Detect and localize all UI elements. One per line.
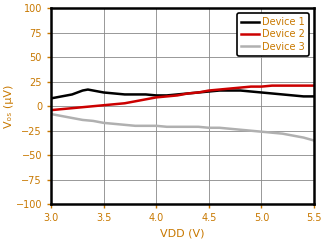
- Device 3: [270, 131, 274, 134]
- Device 1: [96, 90, 100, 93]
- Device 3: [228, 127, 232, 130]
- Device 2: [175, 94, 179, 97]
- Device 1: [49, 97, 53, 100]
- Device 2: [60, 108, 64, 111]
- Device 2: [154, 96, 158, 99]
- Device 3: [291, 134, 295, 137]
- Device 1: [123, 93, 127, 96]
- Device 1: [60, 95, 64, 98]
- Device 1: [81, 89, 85, 92]
- Device 2: [91, 105, 95, 108]
- Device 3: [259, 130, 263, 133]
- Device 2: [302, 84, 305, 87]
- Device 2: [81, 106, 85, 109]
- Device 2: [49, 109, 53, 112]
- Device 3: [102, 122, 106, 124]
- Device 2: [165, 95, 169, 98]
- Device 2: [249, 85, 253, 88]
- Device 1: [175, 93, 179, 96]
- Device 3: [186, 125, 190, 128]
- Device 3: [302, 136, 305, 139]
- Device 3: [144, 124, 148, 127]
- Legend: Device 1, Device 2, Device 3: Device 1, Device 2, Device 3: [237, 13, 309, 56]
- Device 1: [239, 89, 243, 92]
- Device 3: [112, 122, 116, 125]
- Device 3: [239, 128, 243, 131]
- Device 2: [70, 107, 74, 110]
- Device 1: [249, 90, 253, 93]
- Device 3: [123, 123, 127, 126]
- Device 2: [281, 84, 285, 87]
- Device 2: [186, 92, 190, 95]
- Device 3: [207, 126, 211, 129]
- Device 1: [228, 89, 232, 92]
- Line: Device 1: Device 1: [51, 89, 314, 98]
- Device 3: [281, 132, 285, 135]
- Device 2: [217, 88, 221, 91]
- Device 1: [102, 91, 106, 94]
- Device 2: [259, 85, 263, 88]
- Device 3: [133, 124, 137, 127]
- Device 2: [133, 100, 137, 103]
- Line: Device 3: Device 3: [51, 114, 314, 140]
- Device 2: [270, 84, 274, 87]
- Device 3: [196, 125, 200, 128]
- Device 1: [217, 89, 221, 92]
- X-axis label: VDD (V): VDD (V): [160, 229, 205, 239]
- Device 2: [239, 86, 243, 89]
- Device 1: [154, 94, 158, 97]
- Device 2: [112, 103, 116, 106]
- Device 3: [91, 120, 95, 122]
- Device 2: [102, 104, 106, 107]
- Device 2: [291, 84, 295, 87]
- Device 1: [165, 94, 169, 97]
- Device 1: [91, 89, 95, 92]
- Device 2: [207, 89, 211, 92]
- Device 1: [196, 91, 200, 94]
- Device 2: [312, 84, 316, 87]
- Device 1: [112, 92, 116, 95]
- Device 1: [54, 96, 58, 99]
- Device 3: [154, 124, 158, 127]
- Device 1: [302, 95, 305, 98]
- Device 1: [65, 94, 69, 97]
- Device 1: [281, 93, 285, 96]
- Device 1: [144, 93, 148, 96]
- Device 2: [196, 91, 200, 94]
- Device 1: [291, 94, 295, 97]
- Device 3: [60, 114, 64, 117]
- Device 3: [217, 126, 221, 129]
- Device 3: [175, 125, 179, 128]
- Y-axis label: Vₒₛ (μV): Vₒₛ (μV): [4, 85, 14, 128]
- Device 1: [70, 93, 74, 96]
- Device 2: [144, 98, 148, 101]
- Device 2: [228, 87, 232, 90]
- Device 1: [133, 93, 137, 96]
- Device 3: [165, 125, 169, 128]
- Device 1: [86, 88, 90, 91]
- Device 3: [70, 116, 74, 119]
- Device 1: [312, 95, 316, 98]
- Device 1: [270, 92, 274, 95]
- Device 3: [49, 113, 53, 115]
- Device 1: [207, 90, 211, 93]
- Device 3: [312, 139, 316, 142]
- Device 1: [75, 91, 79, 94]
- Device 1: [186, 92, 190, 95]
- Line: Device 2: Device 2: [51, 86, 314, 110]
- Device 2: [123, 102, 127, 105]
- Device 3: [249, 129, 253, 132]
- Device 1: [259, 91, 263, 94]
- Device 3: [81, 119, 85, 122]
